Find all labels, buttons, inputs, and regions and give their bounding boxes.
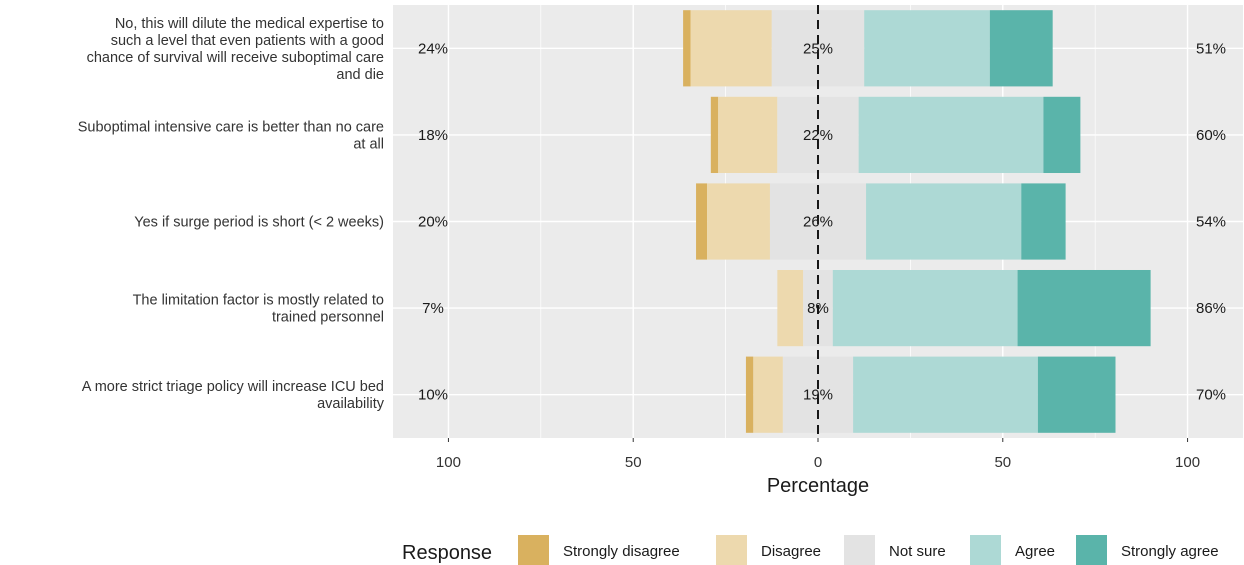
category-label-line: chance of survival will receive suboptim… [87,50,384,66]
bars [683,10,1151,433]
legend-key-swatch [716,535,747,565]
bar-strongly-agree [1043,96,1081,174]
category-label-line: and die [336,67,384,83]
right-percentage-label: 86% [1196,300,1226,317]
center-percentage-label: 26% [803,214,833,231]
bar-disagree [707,183,770,260]
legend-entry-label: Strongly disagree [563,543,680,560]
x-tick-label: 100 [436,454,461,471]
left-percentage-label: 10% [418,387,448,404]
legend-entry-label: Strongly agree [1121,543,1219,560]
bar-strongly-agree [1021,183,1066,260]
bar-disagree [753,356,783,433]
right-percentage-label: 70% [1196,387,1226,404]
category-label-line: No, this will dilute the medical experti… [115,16,384,32]
left-percentage-label: 20% [418,214,448,231]
center-percentage-label: 22% [803,127,833,144]
bar-strongly-disagree [745,356,754,433]
bar-strongly-disagree [696,183,708,260]
legend-key-swatch [518,535,549,565]
center-percentage-label: 19% [803,387,833,404]
bar-agree [866,183,1022,260]
bar-agree [832,269,1018,347]
bar-strongly-agree [1037,356,1116,433]
bar-strongly-disagree [683,10,691,87]
legend: Response Strongly disagree Disagree Not sur… [402,535,1219,565]
right-percentage-label: 54% [1196,214,1226,231]
bar-strongly-agree [1017,269,1151,347]
left-percentage-label: 24% [418,40,448,57]
x-tick-label: 50 [994,454,1011,471]
legend-entry-label: Not sure [889,543,946,560]
category-labels: No, this will dilute the medical experti… [78,16,385,412]
category-label-line: availability [317,396,385,412]
right-percentage-label: 60% [1196,127,1226,144]
bar-disagree [777,269,804,347]
category-label-line: at all [353,136,384,152]
legend-key-swatch [844,535,875,565]
bar-disagree [690,10,772,87]
right-percentage-label: 51% [1196,40,1226,57]
bar-agree [853,356,1038,433]
category-label-line: A more strict triage policy will increas… [82,379,384,395]
center-percentage-label: 8% [807,300,829,317]
bar-strongly-agree [989,10,1053,87]
bar-strongly-disagree [710,96,719,174]
bar-agree [858,96,1044,174]
percentage-labels: 24% 25% 51% 18% 22% 60% 20% 26% 54% 7% 8% 86% 10% 19%… [418,40,1226,403]
legend-title: Response [402,542,492,564]
left-percentage-label: 7% [422,300,444,317]
x-tick-label: 100 [1175,454,1200,471]
category-label-line: Yes if surge period is short (< 2 weeks) [134,215,384,231]
center-percentage-label: 25% [803,40,833,57]
bar-agree [864,10,990,87]
legend-entry-label: Disagree [761,543,821,560]
legend-entry-label: Agree [1015,543,1055,560]
category-label-line: The limitation factor is mostly related … [133,293,384,309]
category-label-line: Suboptimal intensive care is better than… [78,119,384,135]
x-axis-ticks: 100 50 0 50 100 [436,438,1200,471]
x-tick-label: 50 [625,454,642,471]
left-percentage-label: 18% [418,127,448,144]
bar-disagree [718,96,778,174]
category-label-line: such a level that even patients with a g… [111,33,384,49]
category-label-line: trained personnel [272,310,384,326]
legend-key-swatch [1076,535,1107,565]
x-tick-label: 0 [814,454,822,471]
legend-key-swatch [970,535,1001,565]
x-axis-title: Percentage [767,475,869,497]
